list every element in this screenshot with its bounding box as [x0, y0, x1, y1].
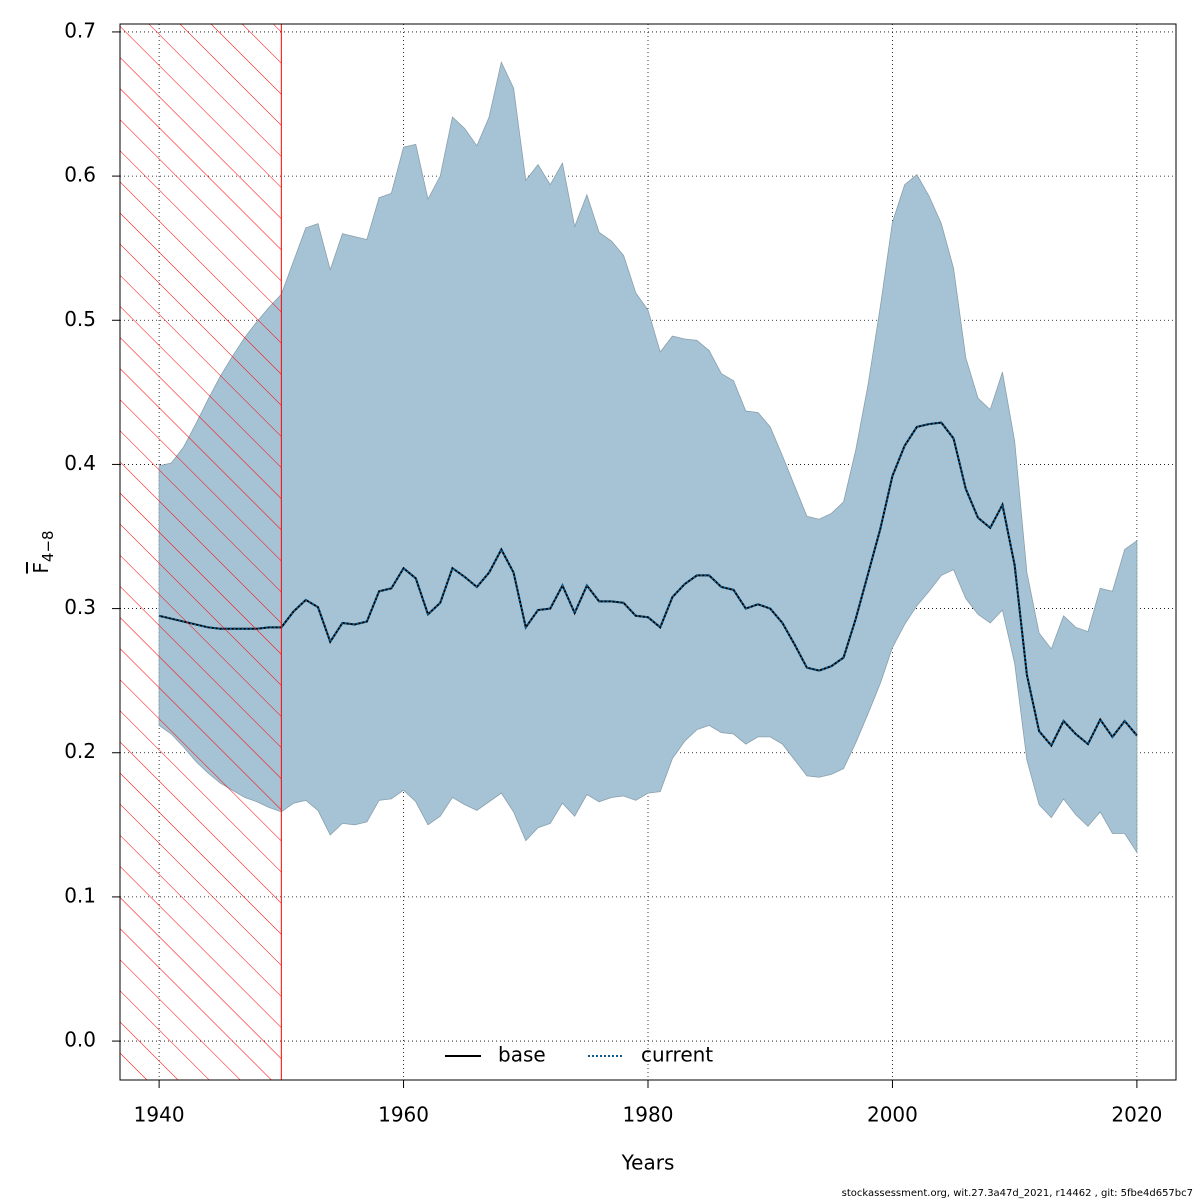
x-tick-label: 1940	[134, 1103, 185, 1127]
y-tick-label: 0.5	[64, 307, 96, 331]
x-axis-label: Years	[621, 1151, 675, 1175]
y-axis-label: F4−8	[29, 530, 57, 573]
y-tick-label: 0.7	[64, 18, 96, 42]
y-tick-label: 0.3	[64, 595, 96, 619]
y-tick-label: 0.4	[64, 451, 96, 475]
y-axis-label-subscript: 4−8	[39, 530, 57, 562]
y-tick-label: 0.6	[64, 163, 96, 187]
x-tick-label: 1960	[378, 1103, 429, 1127]
x-tick-label: 1980	[623, 1103, 674, 1127]
y-tick-label: 0.2	[64, 739, 96, 763]
plot: 1940 1960 1980 2000 2020 0.0 0.1 0.2 0.3 0.4 0.5 0.…	[29, 18, 1194, 1199]
legend-label: base	[498, 1043, 546, 1067]
hatched-region	[119, 23, 282, 1081]
x-tick-label: 2000	[867, 1103, 918, 1127]
y-axis-label-main: F	[29, 562, 53, 574]
legend-label: current	[641, 1043, 713, 1067]
series-line	[158, 421, 1138, 748]
footer: stockassessment.org, wit.27.3a47d_2021, …	[842, 1188, 1193, 1199]
x-tick-label: 2020	[1111, 1103, 1162, 1127]
y-tick-label: 0.1	[64, 883, 96, 907]
confidence-band	[158, 60, 1138, 854]
y-tick-label: 0.0	[64, 1028, 96, 1052]
